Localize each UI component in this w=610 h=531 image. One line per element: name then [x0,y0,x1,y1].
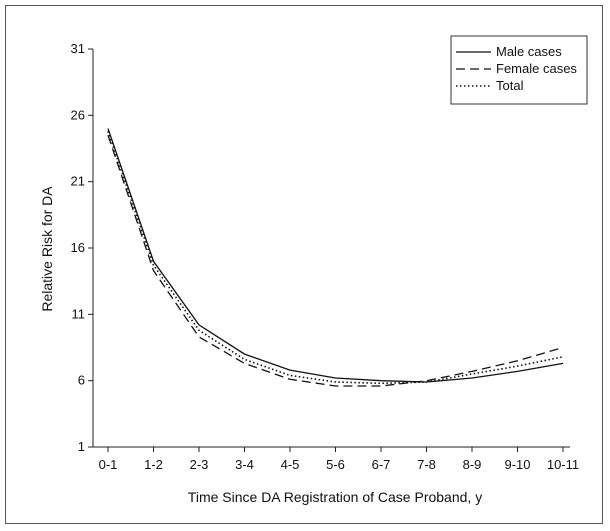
x-tick-label: 8-9 [463,457,482,472]
legend-box [450,35,588,105]
x-axis: 0-1 1-2 2-3 3-4 4-5 5-6 6-7 7-8 8-9 9-10 10-11 [93,446,579,472]
legend-label-1: Male cases [496,44,562,59]
x-tick-label: 9-10 [504,457,530,472]
legend-label-2: Female cases [496,61,577,76]
y-tick-label: 6 [78,373,85,388]
x-tick-label: 2-3 [190,457,209,472]
y-tick-label: 21 [71,174,85,189]
legend: Male cases Female cases Total [450,35,588,105]
x-tick-label: 0-1 [99,457,118,472]
y-tick-label: 31 [71,41,85,56]
x-tick-label: 7-8 [417,457,436,472]
y-tick-label: 11 [72,306,86,321]
x-tick-label: 1-2 [144,457,163,472]
x-tick-label: 6-7 [372,457,391,472]
series-line-2 [107,134,564,387]
x-tick-label: 5-6 [326,457,345,472]
y-tick-label: 1 [78,439,85,454]
x-tick-label: 3-4 [235,457,254,472]
y-axis-label: Relative Risk for DA [39,186,55,312]
series-line-3 [107,131,564,385]
x-tick-label: 4-5 [281,457,300,472]
legend-label-3: Total [496,78,524,93]
series-layer [107,128,564,387]
x-tick-label: 10-11 [547,457,579,472]
series-line-1 [107,128,564,383]
y-tick-label: 26 [71,107,85,122]
y-tick-label: 16 [71,240,85,255]
x-axis-label: Time Since DA Registration of Case Proba… [188,489,482,505]
